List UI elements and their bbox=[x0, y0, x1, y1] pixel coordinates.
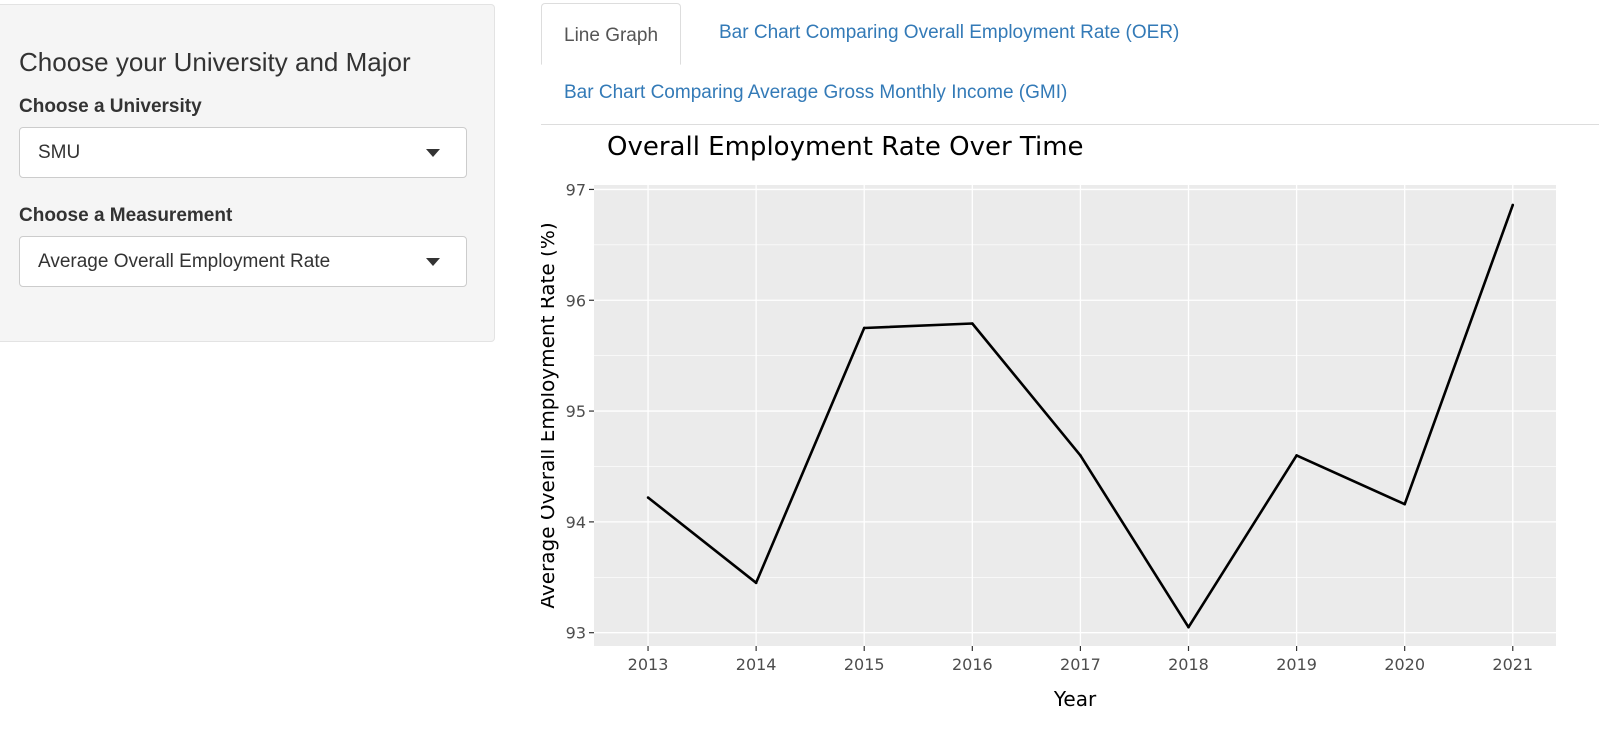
x-tick-label: 2020 bbox=[1384, 655, 1425, 674]
measurement-selected-value: Average Overall Employment Rate bbox=[38, 251, 331, 272]
data-point bbox=[1079, 454, 1082, 457]
tab-bar-chart-gmi[interactable]: Bar Chart Comparing Average Gross Monthl… bbox=[564, 82, 1068, 103]
x-tick-label: 2017 bbox=[1060, 655, 1101, 674]
x-tick-label: 2016 bbox=[952, 655, 993, 674]
grid-lines bbox=[594, 185, 1556, 646]
x-tick-label: 2021 bbox=[1492, 655, 1533, 674]
x-axis-title: Year bbox=[1053, 687, 1097, 711]
y-axis-title: Average Overall Employment Rate (%) bbox=[541, 222, 559, 608]
x-tick-label: 2014 bbox=[736, 655, 777, 674]
data-point bbox=[646, 496, 650, 499]
data-point bbox=[1295, 454, 1298, 457]
data-points bbox=[646, 203, 1515, 629]
tick-labels: 93 94 95 96 97 2013 2014 2015 2016 2017 2018 2019 20… bbox=[566, 180, 1533, 674]
data-point bbox=[862, 326, 866, 330]
data-point bbox=[1511, 203, 1515, 207]
tab-line-graph[interactable]: Line Graph bbox=[541, 3, 682, 65]
data-point bbox=[1403, 502, 1406, 506]
data-point bbox=[971, 322, 974, 325]
data-point bbox=[1187, 625, 1190, 629]
sidebar-title: Choose your University and Major bbox=[19, 47, 411, 77]
chevron-down-icon bbox=[426, 258, 440, 266]
university-select[interactable]: SMU bbox=[19, 127, 467, 178]
tab-bar-chart-oer[interactable]: Bar Chart Comparing Overall Employment R… bbox=[719, 22, 1180, 43]
x-tick-label: 2019 bbox=[1276, 655, 1317, 674]
plot-panel bbox=[594, 185, 1556, 646]
data-point bbox=[754, 581, 758, 585]
y-tick-label: 95 bbox=[566, 402, 586, 421]
x-tick-label: 2013 bbox=[628, 655, 669, 674]
chart-svg: Overall Employment Rate Over Time 93 94 95… bbox=[541, 132, 1556, 711]
tick-marks bbox=[589, 188, 1514, 651]
tab-bar: Line Graph Bar Chart Comparing Overall E… bbox=[541, 0, 1599, 126]
tab-divider bbox=[541, 124, 1599, 125]
chart-title: Overall Employment Rate Over Time bbox=[607, 132, 1084, 162]
university-label: Choose a University bbox=[19, 96, 202, 117]
x-tick-label: 2018 bbox=[1168, 655, 1209, 674]
y-tick-label: 96 bbox=[566, 291, 586, 310]
measurement-label: Choose a Measurement bbox=[19, 205, 233, 226]
measurement-select[interactable]: Average Overall Employment Rate bbox=[19, 236, 467, 287]
x-tick-label: 2015 bbox=[844, 655, 885, 674]
y-tick-label: 97 bbox=[566, 180, 586, 199]
y-tick-label: 93 bbox=[566, 624, 586, 643]
university-selected-value: SMU bbox=[38, 142, 81, 163]
y-tick-label: 94 bbox=[566, 513, 586, 532]
line-chart: Overall Employment Rate Over Time 93 94 95… bbox=[541, 126, 1599, 736]
chevron-down-icon bbox=[426, 149, 440, 157]
sidebar-panel: Choose your University and Major Choose … bbox=[0, 4, 495, 342]
